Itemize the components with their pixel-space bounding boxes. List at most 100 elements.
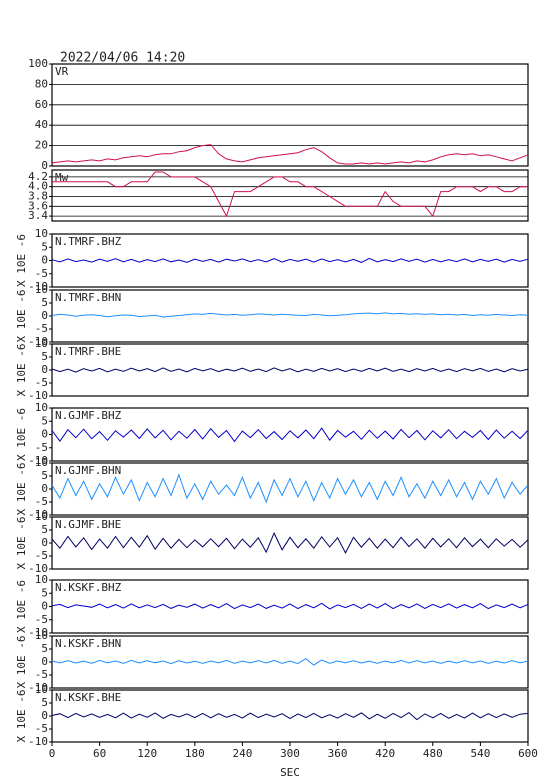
- y-tick-label: 0: [41, 709, 48, 722]
- y-tick-label: -5: [35, 495, 48, 508]
- x-tick-label: 540: [470, 747, 490, 760]
- trace-line: [51, 531, 529, 554]
- y-tick-label: -5: [35, 668, 48, 681]
- y-tick-label: 20: [35, 139, 48, 152]
- y-tick-label: 0: [41, 428, 48, 441]
- trace-name: VR: [55, 65, 69, 78]
- y-tick-label: 10: [35, 683, 48, 696]
- y-tick-label: -5: [35, 322, 48, 335]
- y-tick-label: 5: [41, 586, 48, 599]
- y-tick-label: -5: [35, 722, 48, 735]
- y-tick-label: 4.2: [28, 170, 48, 183]
- y-tick-label: -10: [28, 389, 48, 402]
- y-tick-label: 5: [41, 469, 48, 482]
- y-tick-label: 5: [41, 414, 48, 427]
- x-tick-label: 120: [137, 747, 157, 760]
- y-tick-label: -10: [28, 735, 48, 748]
- trace-line: [52, 171, 528, 218]
- y-axis-label: X 10E -6: [15, 408, 28, 461]
- y-tick-label: 10: [35, 401, 48, 414]
- y-tick-label: -5: [35, 549, 48, 562]
- y-tick-label: -5: [35, 441, 48, 454]
- trace-name: N.KSKF.BHE: [55, 691, 121, 704]
- trace-name: N.GJMF.BHE: [55, 518, 121, 531]
- y-tick-label: 5: [41, 696, 48, 709]
- y-tick-label: 10: [35, 227, 48, 240]
- y-tick-label: 10: [35, 510, 48, 523]
- y-tick-label: 60: [35, 98, 48, 111]
- panel-frame: [51, 233, 529, 288]
- y-tick-label: 0: [41, 363, 48, 376]
- trace-name: N.GJMF.BHN: [55, 464, 121, 477]
- y-tick-label: 10: [35, 629, 48, 642]
- y-tick-label: 0: [41, 536, 48, 549]
- panel-frame: [51, 289, 529, 343]
- y-tick-label: 3.6: [28, 199, 48, 212]
- y-axis-label: X 10E -6: [15, 517, 28, 570]
- trace-line: [51, 657, 529, 666]
- y-axis-label: X 10E -6: [15, 290, 28, 343]
- y-tick-label: -10: [28, 681, 48, 694]
- y-tick-label: 3.4: [28, 209, 48, 222]
- y-tick-label: -5: [35, 267, 48, 280]
- panel-frame: [51, 516, 529, 570]
- y-tick-label: 5: [41, 523, 48, 536]
- y-axis-label: X 10E -6: [15, 690, 28, 743]
- chart-title: 2022/04/06 14:20: [60, 51, 185, 66]
- y-axis-label: X 10E -6: [15, 636, 28, 689]
- trace-line: [51, 602, 529, 610]
- y-tick-label: 5: [41, 296, 48, 309]
- trace-line: [51, 427, 529, 443]
- y-tick-label: -10: [28, 454, 48, 467]
- y-tick-label: -10: [28, 280, 48, 293]
- y-tick-label: 0: [41, 600, 48, 613]
- trace-name: N.KSKF.BHZ: [55, 581, 122, 594]
- y-tick-label: 3.8: [28, 189, 48, 202]
- trace-name: Mw: [55, 171, 69, 184]
- panel-frame: [51, 343, 529, 397]
- panel-frame: [51, 579, 529, 634]
- y-tick-label: 0: [41, 254, 48, 267]
- trace-line: [51, 473, 529, 504]
- trace-line: [51, 312, 529, 318]
- x-tick-label: 180: [185, 747, 205, 760]
- y-tick-label: -10: [28, 508, 48, 521]
- panel-frame: [51, 462, 529, 516]
- y-tick-label: 10: [35, 283, 48, 296]
- trace-name: N.TMRF.BHZ: [55, 235, 122, 248]
- y-tick-label: 10: [35, 456, 48, 469]
- panel-frame: [51, 689, 529, 743]
- trace-line: [51, 367, 529, 373]
- y-tick-label: -10: [28, 562, 48, 575]
- x-tick-label: 300: [280, 747, 300, 760]
- x-tick-label: 600: [518, 747, 538, 760]
- y-tick-label: -10: [28, 626, 48, 639]
- y-tick-label: 5: [41, 642, 48, 655]
- x-tick-label: 60: [93, 747, 106, 760]
- y-tick-label: 80: [35, 77, 48, 90]
- y-tick-label: 0: [41, 309, 48, 322]
- y-tick-label: 40: [35, 118, 48, 131]
- panel-frame: [51, 169, 529, 222]
- trace-line: [51, 144, 529, 165]
- y-tick-label: 5: [41, 350, 48, 363]
- y-axis-label: X 10E -6: [15, 580, 28, 633]
- panel-frame: [51, 63, 529, 167]
- y-tick-label: -5: [35, 376, 48, 389]
- x-axis-label: SEC: [280, 766, 300, 779]
- trace-line: [51, 711, 529, 721]
- y-tick-label: -10: [28, 335, 48, 348]
- x-tick-label: 0: [49, 747, 56, 760]
- trace-name: N.TMRF.BHN: [55, 291, 121, 304]
- y-axis-label: X 10E -6: [15, 344, 28, 397]
- y-tick-label: 10: [35, 573, 48, 586]
- y-tick-label: 0: [41, 482, 48, 495]
- trace-name: N.TMRF.BHE: [55, 345, 121, 358]
- y-tick-label: 4.0: [28, 180, 48, 193]
- y-tick-label: 100: [28, 57, 48, 70]
- x-tick-label: 360: [328, 747, 348, 760]
- trace-name: N.GJMF.BHZ: [55, 409, 122, 422]
- panel-frame: [51, 635, 529, 689]
- y-tick-label: 10: [35, 337, 48, 350]
